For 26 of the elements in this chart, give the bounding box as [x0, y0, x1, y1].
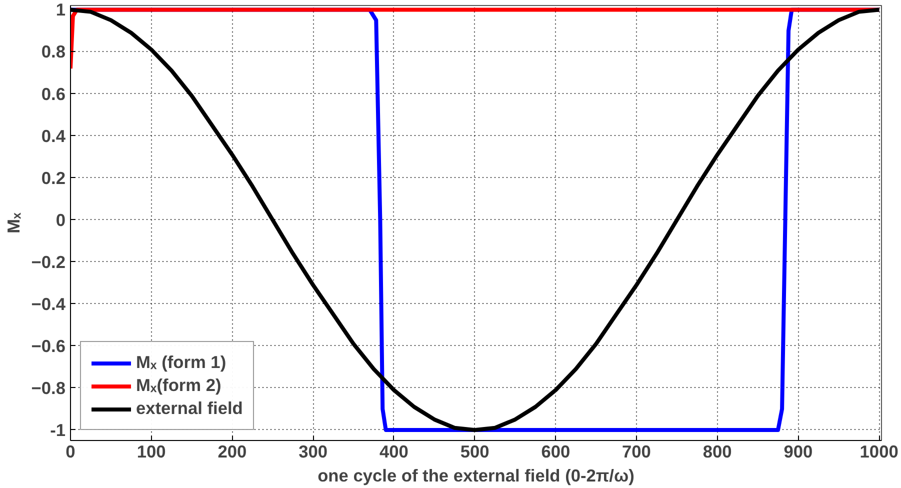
- y-tick-label: −0.2: [31, 252, 66, 272]
- x-tick-label: 500: [460, 442, 490, 462]
- legend-label: Mₓ(form 2): [136, 375, 222, 396]
- y-tick-label: −0.6: [31, 336, 66, 356]
- x-tick-label: 1000: [860, 442, 898, 462]
- x-tick-label: 400: [379, 442, 408, 462]
- y-tick-label: 1: [56, 0, 66, 20]
- x-tick-label: 300: [298, 442, 328, 462]
- y-tick-label: 0.4: [41, 126, 66, 146]
- x-tick-label: 900: [784, 442, 813, 462]
- y-tick-label: 0: [56, 210, 66, 230]
- y-tick-label: 0.2: [41, 168, 66, 188]
- x-tick-label: 800: [702, 442, 732, 462]
- y-tick-label: -1: [50, 420, 66, 440]
- legend-label: external field: [136, 398, 243, 419]
- x-tick-label: 700: [622, 442, 651, 462]
- x-tick-label: 200: [218, 442, 247, 462]
- x-tick-label: 100: [136, 442, 166, 462]
- y-tick-label: 0.8: [41, 42, 66, 62]
- x-axis-title: one cycle of the external field (0-2π/ω): [318, 466, 634, 486]
- y-axis-title: Mₓ: [3, 212, 24, 234]
- y-tick-label: 0.6: [41, 84, 66, 104]
- y-tick-label: −0.8: [31, 378, 66, 398]
- x-tick-label: 600: [541, 442, 570, 462]
- y-tick-label: −0.4: [31, 294, 66, 314]
- legend-label: Mₓ (form 1): [136, 352, 226, 373]
